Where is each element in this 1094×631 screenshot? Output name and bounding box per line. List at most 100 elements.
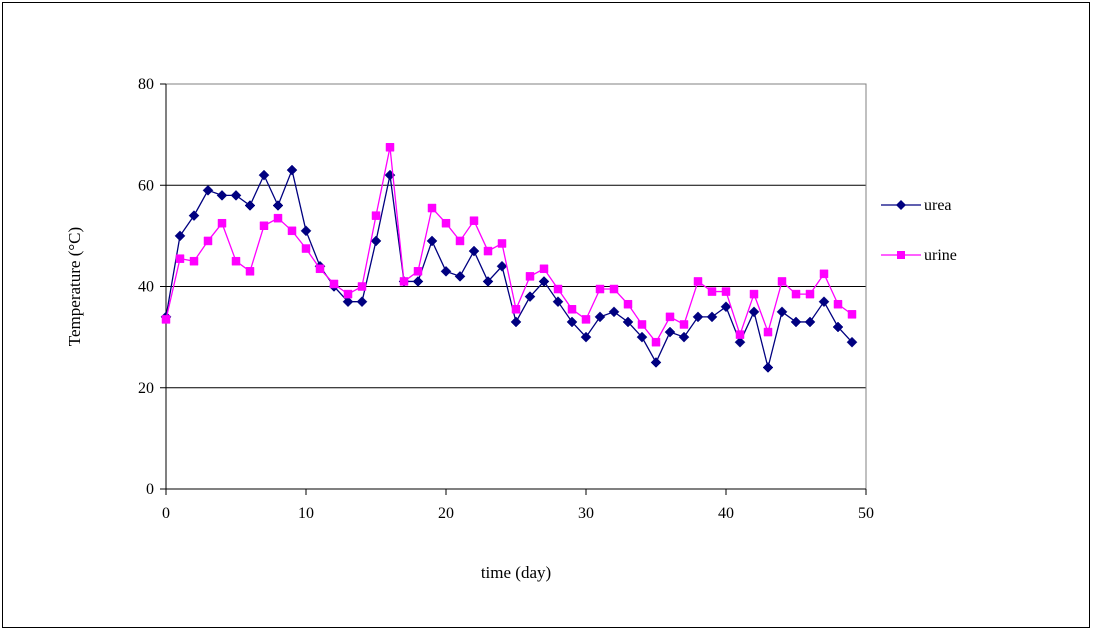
data-point-urine: [371, 211, 381, 220]
data-point-urine: [553, 284, 563, 294]
data-point-urine: [441, 218, 451, 228]
data-point-urea: [636, 331, 648, 343]
legend-label-urea: urea: [924, 197, 952, 214]
x-tick-label: 0: [162, 505, 170, 522]
data-point-urine: [287, 226, 297, 236]
legend-item-urine: urine: [881, 247, 957, 264]
data-point-urine: [763, 327, 773, 337]
data-point-urea: [552, 296, 564, 308]
data-point-urea: [692, 311, 704, 323]
legend: urea urine: [881, 197, 957, 264]
data-point-urine: [399, 277, 409, 286]
data-point-urine: [511, 305, 521, 314]
data-point-urea: [790, 316, 802, 328]
data-point-urine: [651, 337, 661, 347]
data-point-urine: [175, 254, 185, 263]
data-point-urea: [762, 362, 774, 373]
data-point-urine: [245, 267, 255, 276]
data-point-urine: [231, 256, 241, 266]
data-point-urine: [259, 221, 269, 230]
data-point-urea: [706, 311, 718, 323]
data-point-urine: [469, 216, 479, 225]
data-point-urea: [272, 200, 284, 211]
data-point-urea: [538, 276, 550, 287]
series-line-urine: [165, 147, 853, 344]
data-point-urine: [805, 289, 815, 299]
data-point-urine: [777, 277, 787, 286]
data-point-urine: [301, 244, 311, 253]
data-point-urea: [622, 316, 634, 328]
y-tick-label: 20: [138, 380, 154, 397]
data-point-urine: [581, 315, 591, 324]
x-axis-title: time (day): [481, 563, 551, 582]
data-point-urine: [385, 143, 395, 152]
data-point-urea: [650, 357, 662, 368]
legend-item-urea: urea: [881, 197, 952, 214]
data-point-urea: [734, 336, 746, 348]
data-point-urea: [720, 301, 732, 313]
data-point-urea: [776, 306, 788, 318]
series-group: [160, 143, 858, 373]
x-tick-label: 20: [438, 505, 454, 522]
data-point-urea: [300, 225, 312, 237]
data-point-urine: [693, 277, 703, 286]
data-point-urine: [623, 299, 633, 309]
data-point-urea: [524, 291, 536, 302]
data-point-urine: [665, 312, 675, 322]
data-point-urine: [413, 267, 423, 276]
data-point-urea: [426, 235, 438, 247]
data-point-urea: [832, 321, 844, 333]
data-point-urine: [637, 320, 647, 329]
gridlines: [166, 184, 866, 389]
data-point-urea: [566, 316, 578, 328]
series-urea: [160, 164, 858, 373]
data-point-urine: [217, 218, 227, 228]
data-point-urea: [664, 326, 676, 338]
data-point-urea: [846, 336, 858, 348]
data-point-urea: [258, 169, 270, 181]
data-point-urine: [273, 213, 283, 223]
data-point-urine: [735, 330, 745, 339]
series-urine: [161, 143, 857, 347]
y-tick-label: 40: [138, 279, 154, 296]
data-point-urine: [791, 289, 801, 299]
legend-marker-urea: [896, 200, 906, 210]
data-point-urea: [370, 235, 382, 247]
data-point-urine: [497, 239, 507, 248]
data-point-urine: [189, 256, 199, 266]
legend-label-urine: urine: [924, 247, 957, 264]
data-point-urea: [468, 245, 480, 257]
data-point-urea: [230, 190, 242, 201]
data-point-urea: [454, 271, 466, 282]
y-tick-label: 80: [138, 76, 154, 93]
data-point-urine: [483, 246, 493, 256]
axes: 0 20 40 60 80 0 10 20 30 40 50: [138, 76, 874, 522]
data-point-urine: [819, 269, 829, 279]
data-point-urea: [510, 316, 522, 328]
data-point-urine: [847, 310, 857, 319]
data-point-urea: [286, 164, 298, 176]
data-point-urea: [594, 311, 606, 323]
data-point-urea: [188, 210, 200, 221]
data-point-urea: [818, 296, 830, 308]
y-tick-label: 0: [146, 481, 154, 498]
data-point-urine: [721, 287, 731, 296]
data-point-urine: [203, 236, 213, 246]
data-point-urea: [244, 200, 256, 211]
data-point-urine: [329, 279, 339, 289]
data-point-urea: [678, 331, 690, 343]
data-point-urine: [679, 320, 689, 329]
data-point-urine: [427, 203, 437, 213]
data-point-urine: [357, 282, 367, 291]
data-point-urea: [580, 331, 592, 343]
data-point-urea: [496, 260, 508, 272]
series-line-urea: [165, 167, 853, 368]
data-point-urea: [412, 276, 424, 287]
data-point-urine: [707, 287, 717, 296]
data-point-urea: [174, 230, 186, 242]
data-point-urea: [356, 296, 368, 308]
y-tick-label: 60: [138, 177, 154, 194]
data-point-urine: [455, 236, 465, 246]
data-point-urea: [216, 190, 228, 201]
